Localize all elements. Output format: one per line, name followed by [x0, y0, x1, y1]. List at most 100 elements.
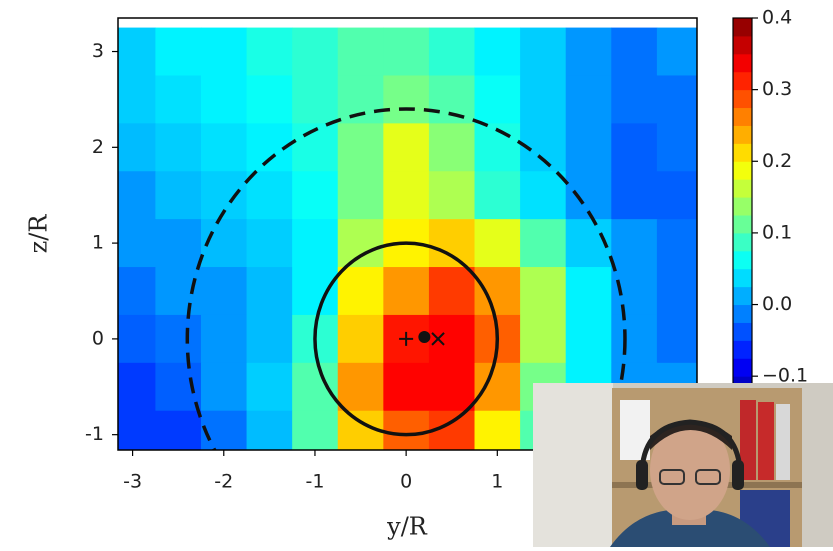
- heat-cell: [337, 27, 384, 76]
- heat-cell: [474, 362, 521, 412]
- heat-cell: [155, 267, 202, 316]
- colorbar-band: [733, 232, 752, 252]
- heat-cell: [200, 27, 248, 76]
- heat-cell: [565, 267, 612, 316]
- heat-cell: [474, 27, 521, 76]
- heat-cell: [155, 75, 202, 124]
- heat-cell: [428, 362, 476, 412]
- colorbar-band: [733, 143, 752, 162]
- heat-cell: [520, 75, 567, 124]
- heatmap: [118, 27, 697, 450]
- heat-cell: [428, 267, 476, 316]
- face: [650, 420, 730, 520]
- y-axis-label: z/R: [25, 214, 53, 254]
- glasses: [695, 469, 721, 485]
- heat-cell: [155, 27, 202, 76]
- x-axis-label: y/R: [386, 513, 428, 541]
- heat-cell: [474, 171, 521, 220]
- colorbar-band: [733, 18, 752, 37]
- colorbar-band: [733, 71, 752, 91]
- heat-cell: [337, 123, 384, 172]
- heat-cell: [246, 410, 293, 450]
- overlays: [185, 107, 627, 450]
- heat-cell: [383, 27, 430, 76]
- heat-cell: [246, 75, 293, 124]
- heat-cell: [337, 362, 384, 412]
- heat-cell: [565, 123, 612, 172]
- heat-cell: [383, 123, 430, 172]
- heat-cell: [292, 267, 339, 316]
- heat-cell: [118, 75, 156, 124]
- x-tick-label: 0: [400, 471, 412, 493]
- heat-cell: [118, 123, 156, 172]
- heat-cell: [383, 171, 430, 220]
- heat-cell: [656, 219, 697, 268]
- heat-cell: [383, 75, 430, 124]
- heat-cell: [155, 123, 202, 172]
- heat-cell: [428, 410, 476, 450]
- heat-cell: [520, 314, 567, 364]
- webcam-overlay: [533, 383, 833, 547]
- heat-cell: [200, 410, 248, 450]
- heat-cell: [155, 410, 202, 450]
- colorbar-band: [733, 35, 752, 55]
- heat-cell: [565, 314, 612, 364]
- heat-cell: [428, 75, 476, 124]
- binder: [740, 400, 756, 480]
- heat-cell: [337, 219, 384, 268]
- y-tick-label: 1: [92, 232, 104, 254]
- colorbar-band: [733, 215, 752, 234]
- heat-cell: [118, 27, 156, 76]
- colorbar-tick-label: 0.2: [762, 150, 792, 172]
- heat-cell: [611, 219, 658, 268]
- headset-ear: [732, 460, 744, 490]
- binder: [758, 402, 774, 480]
- x-tick-label: 1: [491, 471, 503, 493]
- whiteboard: [533, 383, 613, 547]
- binder: [776, 404, 790, 480]
- colorbar-tick-label: 0.4: [762, 7, 792, 29]
- colorbar-band: [733, 197, 752, 216]
- y-tick-label: 0: [92, 327, 104, 349]
- heat-cell: [246, 171, 293, 220]
- heat-cell: [292, 410, 339, 450]
- colorbar: −0.1 0.0 0.1 0.2 0.3 0.4: [732, 7, 808, 413]
- colorbar-band: [733, 89, 752, 109]
- heat-cell: [246, 219, 293, 268]
- heat-cell: [656, 171, 697, 220]
- heat-cell: [246, 27, 293, 76]
- heat-cell: [292, 219, 339, 268]
- heat-cell: [428, 314, 476, 364]
- heat-cell: [611, 171, 658, 220]
- y-tick-label: 2: [92, 136, 104, 158]
- heat-cell: [428, 27, 476, 76]
- colorbar-band: [733, 286, 752, 306]
- heat-cell: [611, 27, 658, 76]
- heat-cell: [383, 410, 430, 450]
- heat-cell: [565, 75, 612, 124]
- heat-cell: [656, 27, 697, 76]
- heat-cell: [611, 314, 658, 364]
- colorbar-band: [733, 107, 752, 126]
- heat-cell: [383, 362, 430, 412]
- headset: [639, 419, 743, 471]
- heat-cell: [118, 362, 156, 412]
- heat-cell: [656, 75, 697, 124]
- heat-cell: [292, 171, 339, 220]
- heat-cell: [292, 75, 339, 124]
- heat-cell: [200, 267, 248, 316]
- colorbar-band: [733, 179, 752, 198]
- heat-cell: [520, 267, 567, 316]
- heat-cell: [337, 314, 384, 364]
- colorbar-band: [733, 340, 752, 359]
- colorbar-band: [733, 358, 752, 377]
- heat-cell: [292, 362, 339, 412]
- heat-cell: [337, 267, 384, 316]
- heat-cell: [520, 27, 567, 76]
- heat-cell: [118, 267, 156, 316]
- colorbar-tick-label: 0.0: [762, 293, 792, 315]
- colorbar-band: [733, 161, 752, 180]
- heat-cell: [428, 219, 476, 268]
